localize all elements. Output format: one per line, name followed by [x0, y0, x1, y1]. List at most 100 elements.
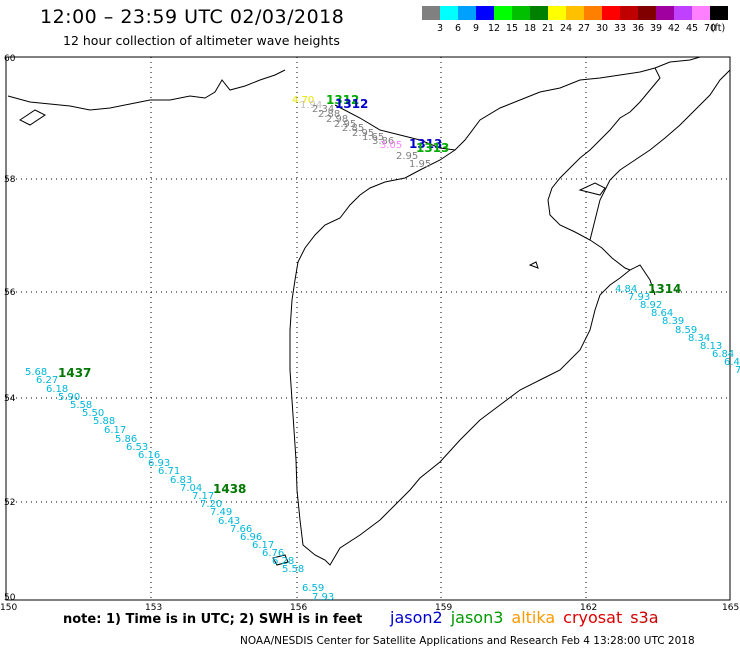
track-east: 4.847.938.928.648.398.598.348.136.846.47 — [615, 284, 740, 376]
swh-value: 6.96 — [240, 532, 262, 543]
swh-value: 1.65 — [362, 132, 384, 143]
swh-value: 2.34 — [312, 104, 334, 115]
mission-label: jason2 — [390, 608, 443, 627]
legend-swatch — [512, 6, 530, 20]
track-north: 4.701.942.342.882.982.952.852.951.653.86… — [292, 95, 431, 170]
legend-swatch — [530, 6, 548, 20]
swh-value: 1.95 — [409, 159, 431, 170]
swh-value: 2.95 — [396, 151, 418, 162]
swh-value: 3.05 — [380, 140, 402, 151]
mission-label: altika — [511, 608, 556, 627]
swh-value: 6.53 — [126, 442, 148, 453]
latitude-label: 60 — [4, 54, 16, 64]
swh-value: 6.16 — [138, 450, 160, 461]
swh-value: 5.86 — [115, 434, 137, 445]
swh-value: 2.95 — [352, 128, 374, 139]
swh-value: 7.66 — [230, 524, 252, 535]
page-title: 12:00 – 23:59 UTC 02/03/2018 — [40, 6, 345, 28]
swh-value: 1.94 — [300, 100, 322, 111]
legend-swatch — [494, 6, 512, 20]
pass-time-label: 1437 — [58, 366, 91, 380]
swh-value: 4.84 — [615, 284, 637, 295]
longitude-label: 162 — [580, 603, 597, 613]
mission-label: cryosat — [563, 608, 623, 627]
swh-value: 2.95 — [334, 119, 356, 130]
legend-swatch — [620, 6, 638, 20]
coastline — [7, 56, 731, 566]
swh-value: 2.88 — [318, 109, 340, 120]
swh-value: 5.90 — [58, 392, 80, 403]
legend-label: 42 — [667, 23, 681, 34]
credit-line: NOAA/NESDIS Center for Satellite Applica… — [240, 635, 695, 647]
legend-swatch — [458, 6, 476, 20]
swh-value: 7.93 — [312, 592, 334, 603]
swh-value: 5.58 — [282, 564, 304, 575]
legend-label: 45 — [685, 23, 699, 34]
legend-swatch — [674, 6, 692, 20]
swh-value: 5.88 — [93, 416, 115, 427]
swh-value: 7 — [735, 365, 740, 376]
color-scale-legend: 3 6 9 12 15 18 21 24 27 30 33 36 39 42 45 70 (ft) — [422, 6, 728, 36]
map-frame — [5, 56, 731, 601]
swh-value: 6.59 — [302, 583, 324, 594]
longitude-label: 165 — [722, 603, 739, 613]
swh-value: 8.64 — [651, 308, 673, 319]
latitude-label: 56 — [4, 288, 16, 298]
legend-swatch — [476, 6, 494, 20]
legend-swatch — [440, 6, 458, 20]
legend-label: 21 — [541, 23, 555, 34]
swh-value: 6.4 — [724, 357, 740, 368]
swh-value: 6.17 — [104, 425, 126, 436]
mission-legend: jason2 jason3 altika cryosat s3a — [390, 608, 667, 627]
legend-label: 6 — [454, 23, 462, 34]
legend-label: 9 — [472, 23, 480, 34]
swh-value: 8.39 — [662, 316, 684, 327]
legend-label: 18 — [523, 23, 537, 34]
swh-value: 6.71 — [158, 466, 180, 477]
swh-value: 5.58 — [70, 400, 92, 411]
graticule — [6, 57, 730, 600]
swh-value: 6.84 — [712, 349, 734, 360]
legend-label: 36 — [631, 23, 645, 34]
swh-value: 6.43 — [218, 516, 240, 527]
swh-value: 6.27 — [36, 375, 58, 386]
swh-value: 5.50 — [82, 408, 104, 419]
legend-label: 3 — [436, 23, 444, 34]
legend-swatch — [692, 6, 710, 20]
swh-value: 7.20 — [200, 499, 222, 510]
swh-value: 7.49 — [210, 507, 232, 518]
legend-label: 12 — [487, 23, 501, 34]
swh-value: 4.70 — [292, 95, 314, 106]
swh-value: 7.04 — [180, 483, 202, 494]
legend-swatch — [710, 6, 728, 20]
legend-label: 27 — [577, 23, 591, 34]
legend-unit: (ft) — [710, 23, 726, 34]
mission-label: s3a — [630, 608, 659, 627]
latitude-label: 58 — [4, 175, 16, 185]
longitude-label: 153 — [145, 603, 162, 613]
legend-label: 24 — [559, 23, 573, 34]
swh-value: 8.92 — [640, 300, 662, 311]
swh-value: 2.98 — [326, 114, 348, 125]
latitude-label: 54 — [4, 394, 16, 404]
page-subtitle: 12 hour collection of altimeter wave hei… — [63, 33, 340, 48]
swh-value: 6.83 — [170, 475, 192, 486]
swh-value: 6.28 — [272, 556, 294, 567]
legend-label: 15 — [505, 23, 519, 34]
mission-label: jason3 — [450, 608, 504, 627]
swh-value: 3.86 — [372, 136, 394, 147]
pass-time-label: 1438 — [213, 482, 246, 496]
swh-value: 8.59 — [675, 325, 697, 336]
pass-time-label: 1313 — [409, 137, 442, 151]
swh-value: 6.17 — [252, 540, 274, 551]
pass-time-label: 1312 — [326, 93, 359, 107]
latitude-label: 50 — [4, 593, 16, 603]
legend-labels: 3 6 9 12 15 18 21 24 27 30 33 36 39 42 45 70 (ft) — [422, 20, 728, 34]
swh-value: 6.18 — [46, 384, 68, 395]
legend-swatches — [422, 6, 728, 20]
swh-value: 8.13 — [700, 341, 722, 352]
legend-label: 39 — [649, 23, 663, 34]
